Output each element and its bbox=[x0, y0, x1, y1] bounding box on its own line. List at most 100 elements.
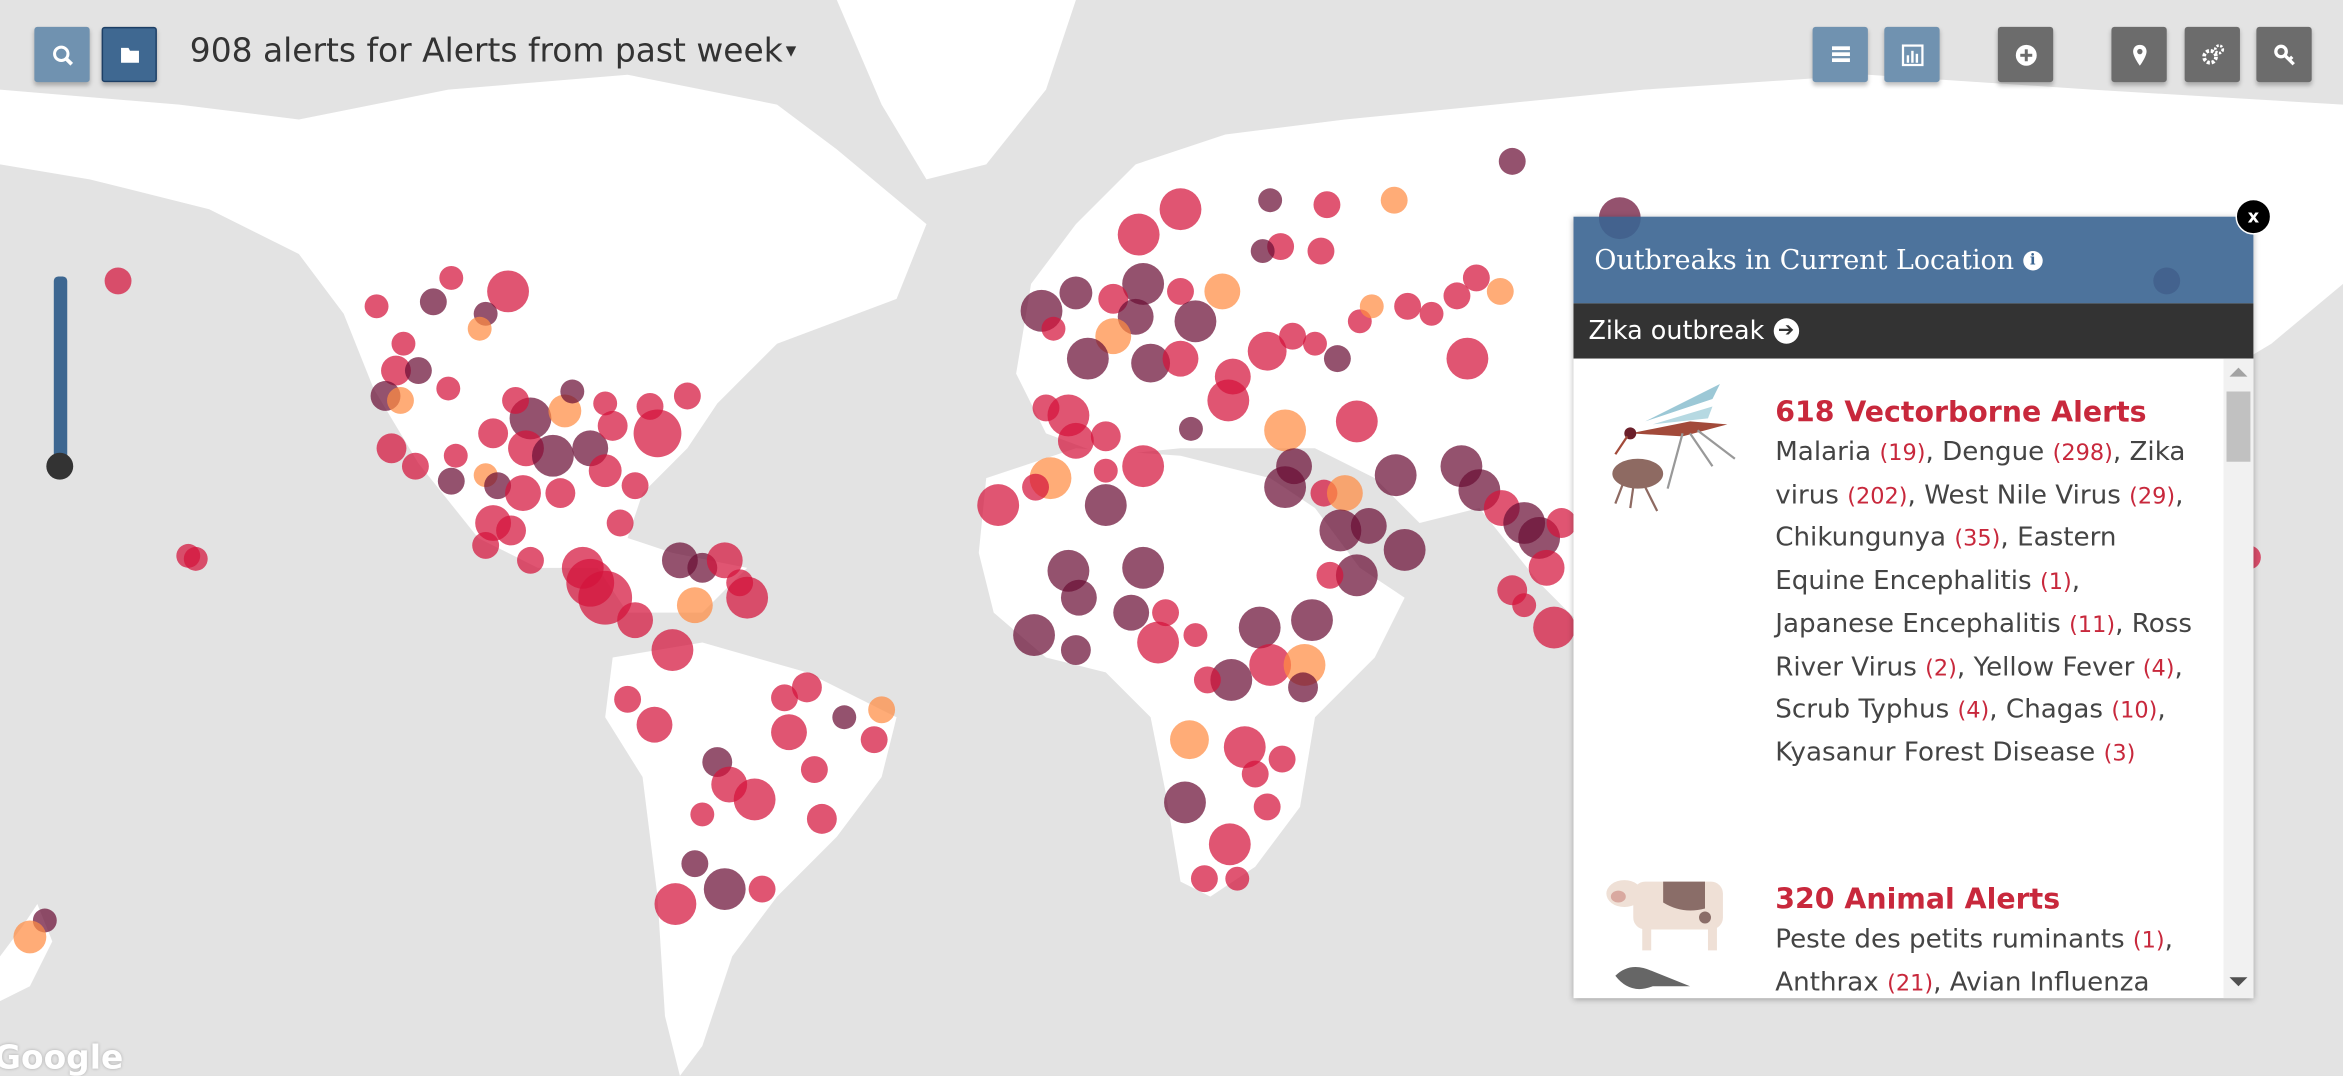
alert-marker[interactable] bbox=[800, 756, 828, 784]
scroll-down-arrow[interactable] bbox=[2229, 977, 2248, 987]
alert-marker[interactable] bbox=[1164, 781, 1206, 824]
scrollbar-thumb[interactable] bbox=[2226, 391, 2251, 462]
alert-marker[interactable] bbox=[478, 418, 509, 449]
alert-marker[interactable] bbox=[1533, 606, 1575, 649]
alert-marker[interactable] bbox=[1528, 549, 1565, 586]
alert-marker[interactable] bbox=[977, 484, 1020, 526]
disease-name[interactable]: Ross River Virus bbox=[1775, 609, 2192, 683]
alert-marker[interactable] bbox=[1113, 594, 1150, 631]
alert-marker[interactable] bbox=[1022, 473, 1049, 501]
disease-name[interactable]: Malaria bbox=[1775, 437, 1872, 468]
outbreak-link[interactable]: Zika outbreak ➔ bbox=[1573, 303, 2254, 359]
alert-marker[interactable] bbox=[1137, 621, 1180, 664]
alert-marker[interactable] bbox=[404, 357, 432, 385]
alert-marker[interactable] bbox=[771, 714, 807, 751]
alert-marker[interactable] bbox=[1131, 343, 1171, 383]
alert-marker[interactable] bbox=[437, 467, 465, 495]
alert-marker[interactable] bbox=[690, 802, 715, 827]
alert-marker[interactable] bbox=[1264, 466, 1307, 509]
alert-marker[interactable] bbox=[1207, 379, 1250, 422]
alert-marker[interactable] bbox=[13, 920, 47, 954]
alert-marker[interactable] bbox=[1122, 262, 1165, 305]
alert-marker[interactable] bbox=[673, 382, 701, 410]
settings-button[interactable] bbox=[2184, 26, 2240, 83]
disease-name[interactable]: Zika virus bbox=[1775, 437, 2186, 511]
disease-name[interactable]: West Nile Virus bbox=[1924, 480, 2121, 511]
alert-marker[interactable] bbox=[1159, 188, 1202, 231]
alert-marker[interactable] bbox=[1258, 188, 1283, 213]
panel-scrollbar[interactable] bbox=[2223, 358, 2254, 999]
alert-marker[interactable] bbox=[726, 576, 769, 619]
search-button[interactable] bbox=[34, 26, 90, 83]
alert-marker[interactable] bbox=[1204, 273, 1241, 310]
alert-marker[interactable] bbox=[183, 546, 208, 571]
alert-marker[interactable] bbox=[621, 472, 649, 500]
close-panel-button[interactable]: x bbox=[2235, 198, 2272, 235]
alert-marker[interactable] bbox=[472, 531, 500, 559]
alert-marker[interactable] bbox=[1380, 186, 1408, 214]
alert-marker[interactable] bbox=[1057, 422, 1094, 459]
alert-marker[interactable] bbox=[1223, 726, 1266, 769]
alert-marker[interactable] bbox=[1152, 599, 1180, 627]
alert-marker[interactable] bbox=[1225, 866, 1250, 891]
alert-marker[interactable] bbox=[1238, 606, 1281, 649]
alert-marker[interactable] bbox=[1383, 528, 1426, 571]
alert-marker[interactable] bbox=[545, 478, 576, 509]
alert-marker[interactable] bbox=[771, 684, 798, 712]
info-icon[interactable]: i bbox=[2023, 250, 2043, 270]
alert-marker[interactable] bbox=[1335, 400, 1378, 443]
alert-marker[interactable] bbox=[597, 410, 628, 441]
alert-marker[interactable] bbox=[1247, 331, 1287, 371]
alert-marker[interactable] bbox=[654, 883, 697, 925]
alert-marker[interactable] bbox=[1486, 277, 1514, 305]
alert-marker[interactable] bbox=[1462, 264, 1490, 292]
alert-marker[interactable] bbox=[588, 454, 622, 488]
alert-marker[interactable] bbox=[832, 705, 857, 730]
disease-name[interactable]: Anthrax bbox=[1775, 967, 1879, 998]
list-view-button[interactable] bbox=[1812, 26, 1868, 83]
alert-marker[interactable] bbox=[868, 696, 896, 724]
disease-name[interactable]: Japanese Encephalitis bbox=[1775, 609, 2061, 640]
alert-marker[interactable] bbox=[860, 726, 888, 754]
alert-marker[interactable] bbox=[1095, 318, 1132, 355]
alert-marker[interactable] bbox=[1241, 760, 1269, 788]
add-button[interactable] bbox=[1997, 26, 2054, 83]
alert-marker[interactable] bbox=[1122, 546, 1165, 589]
alert-marker[interactable] bbox=[1268, 745, 1296, 773]
alert-marker[interactable] bbox=[1313, 191, 1341, 219]
alert-marker[interactable] bbox=[436, 376, 461, 401]
alert-marker[interactable] bbox=[617, 602, 654, 639]
alert-marker[interactable] bbox=[1319, 509, 1362, 552]
alert-marker[interactable] bbox=[387, 387, 414, 414]
alert-marker[interactable] bbox=[1060, 635, 1091, 665]
alert-marker[interactable] bbox=[1098, 283, 1129, 314]
alert-marker[interactable] bbox=[1307, 237, 1335, 265]
alert-marker[interactable] bbox=[706, 542, 743, 579]
alert-marker[interactable] bbox=[505, 475, 541, 512]
alert-marker[interactable] bbox=[1264, 409, 1307, 452]
category-title[interactable]: 320 Animal Alerts bbox=[1775, 883, 2061, 917]
zoom-slider-handle[interactable] bbox=[46, 452, 74, 480]
alert-marker[interactable] bbox=[1193, 666, 1221, 694]
alert-marker[interactable] bbox=[1090, 421, 1121, 452]
key-button[interactable] bbox=[2256, 26, 2312, 83]
chart-view-button[interactable] bbox=[1884, 26, 1940, 83]
disease-name[interactable]: Yellow Fever bbox=[1973, 652, 2135, 683]
disease-name[interactable]: Chagas bbox=[2005, 695, 2104, 726]
alert-marker[interactable] bbox=[1174, 300, 1217, 343]
folder-button[interactable] bbox=[101, 26, 157, 83]
alert-marker[interactable] bbox=[1190, 865, 1218, 893]
alert-marker[interactable] bbox=[1394, 292, 1422, 320]
alert-marker[interactable] bbox=[1291, 599, 1333, 642]
alert-marker[interactable] bbox=[104, 267, 132, 295]
alert-marker[interactable] bbox=[531, 434, 574, 477]
alert-marker[interactable] bbox=[1419, 301, 1444, 326]
alert-marker[interactable] bbox=[1170, 720, 1209, 760]
alert-marker[interactable] bbox=[1335, 554, 1378, 597]
alert-marker[interactable] bbox=[484, 472, 512, 500]
alert-marker[interactable] bbox=[1443, 282, 1471, 310]
disease-name[interactable]: Eastern Equine Encephalitis bbox=[1775, 523, 2117, 597]
alert-marker[interactable] bbox=[1249, 644, 1292, 686]
alert-marker[interactable] bbox=[401, 452, 429, 480]
alert-marker[interactable] bbox=[467, 316, 492, 341]
